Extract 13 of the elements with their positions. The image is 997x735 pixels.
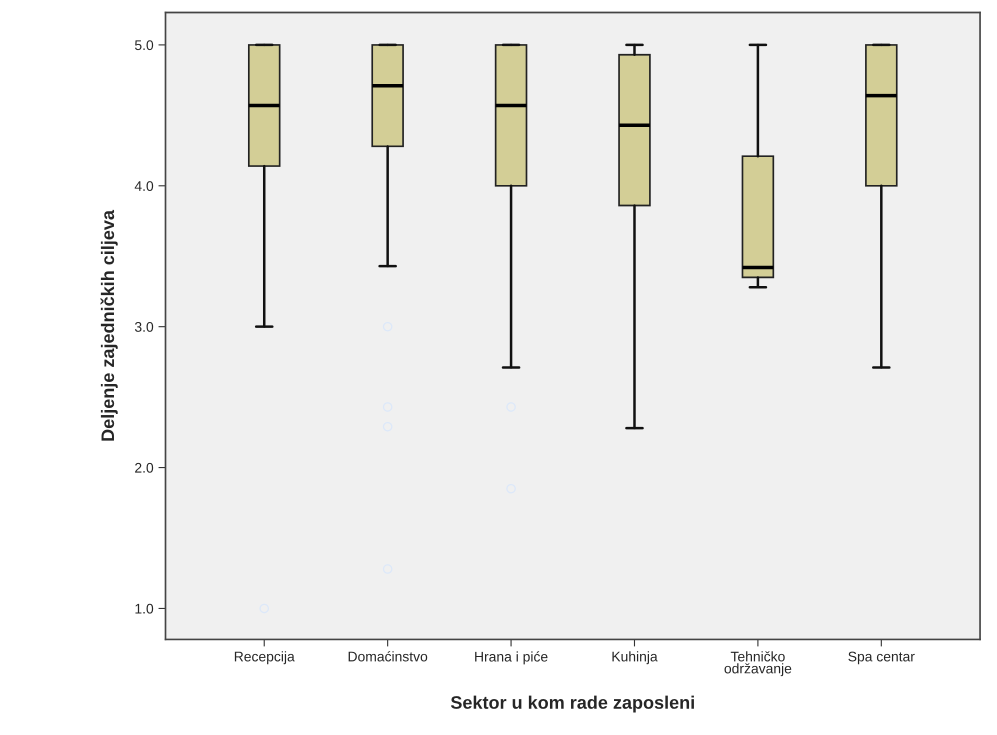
y-tick-label: 3.0 <box>134 322 154 332</box>
x-tick-label: Kuhinja <box>612 651 658 664</box>
y-tick-label: 1.0 <box>135 604 154 614</box>
y-tick-label: 4.0 <box>134 181 154 191</box>
x-tick-label: Domaćinstvo <box>348 651 428 662</box>
x-tick-label: Hrana i piće <box>475 651 548 664</box>
x-tick-label: Recepcija <box>234 651 295 664</box>
x-tick-label: Tehničko održavanje <box>724 651 792 676</box>
y-tick-label: 5.0 <box>134 40 154 50</box>
y-tick-label: 2.0 <box>135 462 154 473</box>
x-axis-title: Sektor u kom rade zaposleni <box>450 696 694 712</box>
y-axis-title: Deljenje zajedničkih cilјeva <box>100 210 118 441</box>
x-tick-label: Spa centar <box>848 652 915 664</box>
